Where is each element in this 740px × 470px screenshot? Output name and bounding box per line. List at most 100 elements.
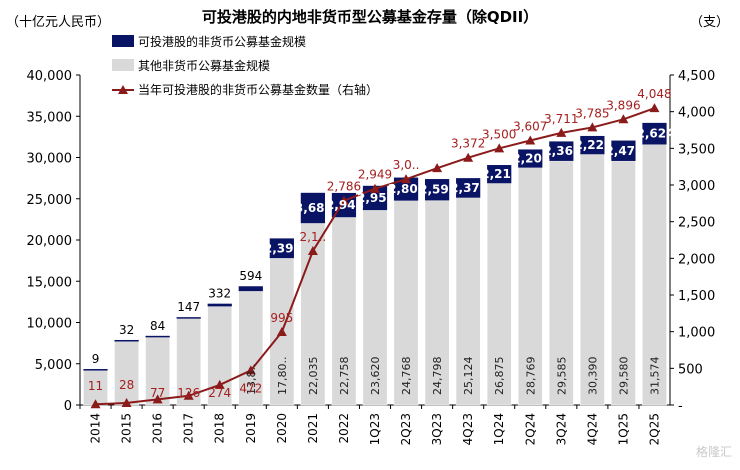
fund-count-label: 3,0.. bbox=[393, 158, 420, 172]
bar-hk-label: 2,376 bbox=[450, 181, 488, 195]
x-tick-label: 1Q23 bbox=[368, 413, 382, 445]
bar-hk-label: 2,624 bbox=[636, 127, 674, 141]
right-tick-label: 1,500 bbox=[678, 289, 715, 304]
watermark: 格隆汇 bbox=[695, 445, 732, 459]
x-tick-label: 2Q25 bbox=[647, 413, 661, 445]
bar-hk-label: 84 bbox=[150, 319, 165, 333]
right-tick-label: 2,000 bbox=[678, 252, 715, 267]
bar-hk-funds bbox=[269, 238, 294, 259]
bar-hk-funds bbox=[642, 122, 667, 145]
left-tick-label: 25,000 bbox=[27, 193, 73, 208]
legend-marker-fund-count bbox=[118, 85, 128, 94]
bar-hk-label: 2,948 bbox=[326, 198, 364, 212]
bar-hk-label: 2,473 bbox=[605, 144, 643, 158]
bar-other-funds bbox=[83, 368, 108, 406]
bar-hk-funds bbox=[611, 140, 636, 161]
bar-other-label: 31,574 bbox=[648, 357, 661, 396]
fund-count-point bbox=[338, 195, 349, 205]
legend-label-fund-count: 当年可投港股的非货币公募基金数量（右轴） bbox=[138, 82, 378, 97]
fund-count-point bbox=[276, 327, 287, 337]
x-tick-label: 2014 bbox=[89, 413, 103, 444]
bar-other-funds bbox=[145, 336, 170, 406]
bar-hk-funds bbox=[456, 178, 481, 198]
fund-count-label: 3,896 bbox=[606, 98, 640, 112]
right-tick-label: 1,000 bbox=[678, 326, 715, 341]
bar-other-funds bbox=[642, 144, 667, 406]
bar-other-funds bbox=[362, 209, 388, 406]
x-tick-label: 2019 bbox=[244, 413, 258, 444]
left-tick-label: 35,000 bbox=[27, 110, 73, 125]
left-tick-label: 5,000 bbox=[35, 358, 72, 373]
x-tick-label: 2021 bbox=[306, 413, 320, 444]
bar-other-funds bbox=[238, 290, 264, 406]
x-tick-label: 2015 bbox=[120, 413, 134, 444]
fund-count-point bbox=[494, 143, 505, 153]
bar-hk-funds bbox=[580, 135, 605, 155]
left-tick-label: 20,000 bbox=[27, 234, 73, 249]
fund-count-label: 11 bbox=[88, 379, 103, 393]
bar-hk-label: 147 bbox=[177, 300, 200, 314]
fund-count-label: 995 bbox=[270, 311, 293, 325]
bar-hk-label: 2,222 bbox=[574, 138, 612, 152]
x-tick-label: 4Q24 bbox=[585, 413, 599, 445]
bar-other-funds bbox=[548, 160, 574, 406]
right-tick-label: 500 bbox=[678, 362, 703, 377]
bar-other-label: 22,758 bbox=[338, 357, 351, 396]
bar-hk-funds bbox=[518, 149, 543, 168]
bar-other-funds bbox=[176, 318, 202, 406]
bar-other-label: 26,875 bbox=[493, 356, 506, 395]
fund-count-label: 77 bbox=[150, 386, 165, 400]
fund-count-label: 3,711 bbox=[544, 112, 578, 126]
fund-count-point bbox=[618, 114, 629, 124]
bar-hk-funds bbox=[207, 303, 232, 307]
fund-count-point bbox=[370, 183, 380, 193]
fund-count-label: 3,372 bbox=[451, 137, 485, 151]
axes: 0 5,000 10,000 15,000 20,000 25,000 30,000 35,0… bbox=[27, 69, 716, 445]
bar-other-funds bbox=[393, 200, 419, 406]
bar-hk-funds bbox=[238, 286, 263, 292]
fund-count-label: 472 bbox=[239, 381, 262, 395]
bar-hk-label: 9 bbox=[92, 352, 100, 366]
bar-other-label: 24,798 bbox=[431, 357, 444, 396]
x-tick-label: 2016 bbox=[151, 413, 165, 444]
bar-hk-funds bbox=[176, 317, 201, 319]
data-labels: 9 32 84 147 332 594 13,8.. 2,395 17,80.. 3,685 22,… bbox=[88, 87, 675, 400]
bar-hk-funds bbox=[145, 335, 170, 338]
fund-count-point bbox=[525, 135, 536, 145]
legend-swatch-other-funds bbox=[112, 59, 134, 71]
fund-count-label: 3,607 bbox=[513, 119, 547, 133]
fund-count-point bbox=[556, 127, 567, 137]
bar-other-label: 30,390 bbox=[586, 357, 599, 396]
bar-other-funds bbox=[114, 339, 139, 406]
fund-count-label: 2,1.. bbox=[300, 230, 327, 244]
fund-count-point bbox=[432, 163, 443, 173]
fund-count-label: 2,949 bbox=[358, 168, 392, 182]
legend: 可投港股的非货币公募基金规模 其他非货币公募基金规模 当年可投港股的非货币公募基… bbox=[112, 34, 378, 97]
fund-count-point bbox=[245, 365, 256, 375]
bar-other-funds bbox=[331, 216, 357, 406]
bar-other-label: 29,585 bbox=[555, 357, 568, 396]
bar-hk-funds bbox=[83, 369, 108, 371]
fund-count-label: 4,048 bbox=[637, 87, 671, 101]
fund-count-label: 3,500 bbox=[482, 127, 516, 141]
x-tick-label: 2017 bbox=[182, 413, 196, 444]
x-tick-label: 2020 bbox=[275, 413, 289, 444]
fund-count-label: 3,785 bbox=[575, 106, 609, 120]
left-tick-label: 15,000 bbox=[27, 275, 73, 290]
left-tick-label: 40,000 bbox=[27, 69, 73, 84]
bar-hk-label: 32 bbox=[119, 323, 134, 337]
bar-hk-label: 2,213 bbox=[481, 167, 519, 181]
left-axis-unit: （十亿元人民币） bbox=[6, 15, 110, 30]
bar-other-funds bbox=[486, 183, 512, 406]
bar-other-label: 22,035 bbox=[307, 357, 320, 396]
chart-title: 可投港股的内地非货币型公募基金存量（除QDII） bbox=[202, 8, 538, 26]
fund-count-label: 274 bbox=[208, 386, 231, 400]
bar-other-label: 17,80.. bbox=[276, 357, 289, 395]
fund-count-point bbox=[152, 394, 163, 404]
right-tick-label: - bbox=[678, 399, 683, 414]
fund-count-point bbox=[121, 397, 132, 407]
right-tick-label: 3,500 bbox=[678, 142, 715, 157]
left-tick-label: 10,000 bbox=[27, 317, 73, 332]
